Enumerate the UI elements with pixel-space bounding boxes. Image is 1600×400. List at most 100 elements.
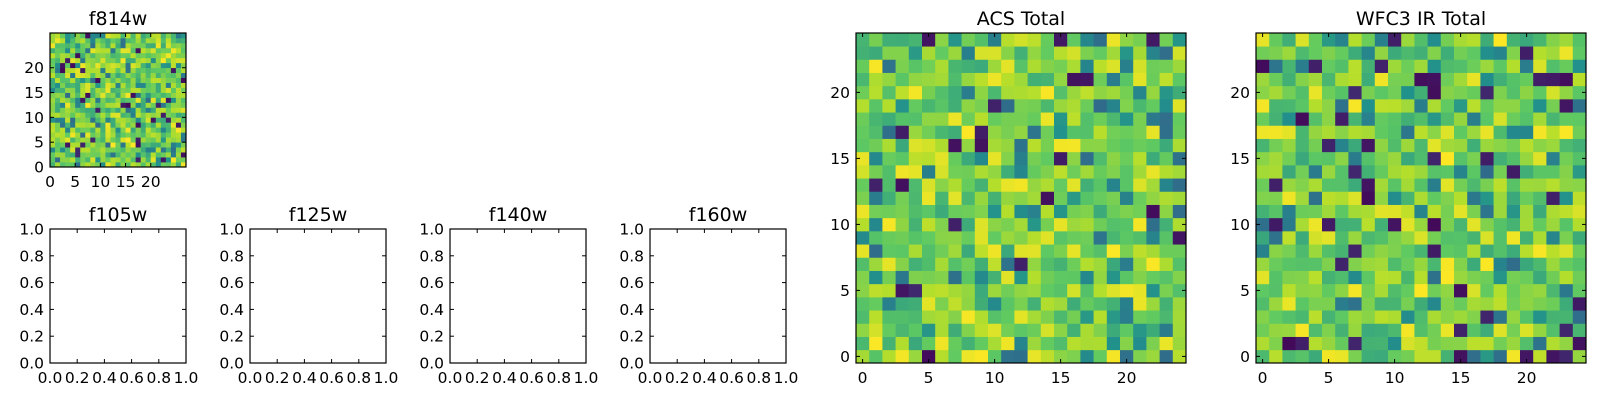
heatmap-cell: [85, 97, 91, 103]
heatmap-cell: [1348, 297, 1362, 311]
heatmap-cell: [1440, 46, 1455, 60]
heatmap-cell: [1388, 336, 1402, 351]
heatmap-cell: [95, 122, 101, 128]
x-tick-label: 0.8: [346, 369, 371, 387]
heatmap-cell: [130, 152, 136, 158]
heatmap-cell: [1282, 138, 1296, 153]
heatmap-cell: [130, 122, 136, 128]
heatmap-cell: [150, 162, 157, 168]
heatmap-cell: [948, 323, 962, 337]
heatmap-cell: [115, 57, 121, 64]
heatmap-cell: [1172, 85, 1187, 100]
heatmap-cell: [100, 33, 106, 39]
heatmap-cell: [1454, 336, 1468, 351]
heatmap-cell: [50, 42, 56, 49]
heatmap-cell: [869, 336, 883, 351]
y-tick-label: 0.0: [19, 355, 44, 373]
heatmap-cell: [1269, 178, 1283, 192]
heatmap-cell: [55, 67, 61, 74]
heatmap-cell: [895, 310, 910, 324]
heatmap-cell: [1480, 297, 1494, 311]
heatmap-cell: [1014, 85, 1028, 100]
heatmap-cell: [130, 42, 136, 49]
heatmap-cell: [125, 52, 131, 59]
heatmap-cell: [1322, 165, 1336, 179]
heatmap-cell: [150, 97, 157, 103]
heatmap-cell: [1572, 297, 1587, 311]
heatmap-cell: [60, 137, 66, 143]
heatmap-cell: [1256, 204, 1270, 219]
heatmap-cell: [895, 138, 910, 153]
heatmap-cell: [110, 157, 116, 163]
heatmap-cell: [1001, 46, 1015, 60]
heatmap-cell: [1559, 231, 1574, 245]
heatmap-cell: [1093, 204, 1108, 219]
heatmap-cell: [1093, 99, 1108, 113]
heatmap-cell: [869, 191, 883, 205]
heatmap-cell: [120, 107, 126, 113]
heatmap-cell: [1335, 33, 1349, 47]
heatmap-cell: [1159, 59, 1174, 73]
heatmap-cell: [1361, 99, 1376, 113]
heatmap-cell: [1269, 217, 1283, 232]
heatmap-cell: [1269, 46, 1283, 60]
heatmap-cell: [1559, 72, 1574, 87]
heatmap-cell: [1322, 99, 1336, 113]
heatmap-cell: [961, 165, 976, 179]
heatmap-cell: [1040, 310, 1055, 324]
heatmap-cell: [125, 127, 131, 133]
heatmap-cell: [922, 310, 936, 324]
heatmap-cell: [135, 122, 142, 128]
heatmap-cell: [1506, 99, 1521, 113]
heatmap-cell: [1308, 217, 1323, 232]
heatmap-cell: [1348, 349, 1362, 364]
heatmap-cell: [1080, 244, 1094, 258]
heatmap-cell: [125, 33, 131, 39]
heatmap-cell: [1348, 204, 1362, 219]
heatmap-cell: [160, 137, 167, 143]
heatmap-cell: [882, 336, 896, 351]
heatmap-cell: [75, 72, 81, 79]
heatmap-cell: [1388, 283, 1402, 298]
heatmap-cell: [1467, 257, 1481, 271]
heatmap-cell: [935, 138, 949, 153]
heatmap-cell: [70, 102, 76, 108]
heatmap-cell: [1054, 112, 1068, 126]
heatmap-cell: [1172, 151, 1187, 166]
heatmap-cell: [1256, 33, 1270, 47]
heatmap-cell: [1093, 85, 1108, 100]
heatmap-cell: [961, 138, 976, 153]
heatmap-cell: [1493, 257, 1508, 271]
heatmap-cell: [922, 217, 936, 232]
heatmap-cell: [165, 33, 172, 39]
heatmap-cell: [145, 37, 152, 44]
heatmap-cell: [140, 62, 147, 69]
heatmap-cell: [1256, 99, 1270, 113]
heatmap-cell: [1067, 310, 1081, 324]
heatmap-cell: [70, 157, 76, 163]
heatmap-cell: [1106, 46, 1121, 60]
heatmap-cell: [85, 42, 91, 49]
heatmap-cell: [1146, 59, 1160, 73]
x-tick-label: 0: [858, 369, 868, 387]
heatmap-cell: [1374, 270, 1389, 285]
heatmap-cell: [1361, 270, 1376, 285]
heatmap-cell: [948, 46, 962, 60]
heatmap-cell: [105, 62, 111, 69]
heatmap-cell: [1572, 99, 1587, 113]
heatmap-cell: [125, 112, 131, 118]
heatmap-cell: [1146, 283, 1160, 298]
heatmap-cell: [1014, 283, 1028, 298]
panel-f125w: f125w 0.0 0.2 0.4 0.6 0.8 1.00.00.20.40.60.81…: [219, 204, 398, 387]
heatmap-cell: [1172, 231, 1187, 245]
heatmap-cell: [1120, 178, 1134, 192]
heatmap-cell: [882, 217, 896, 232]
heatmap-cell: [80, 152, 86, 158]
heatmap-cell: [1335, 85, 1349, 100]
heatmap-cell: [80, 62, 86, 69]
heatmap-cell: [75, 152, 81, 158]
heatmap-cell: [1427, 46, 1442, 60]
heatmap-cell: [110, 107, 116, 113]
heatmap-cell: [1559, 270, 1574, 285]
heatmap-cell: [80, 97, 86, 103]
